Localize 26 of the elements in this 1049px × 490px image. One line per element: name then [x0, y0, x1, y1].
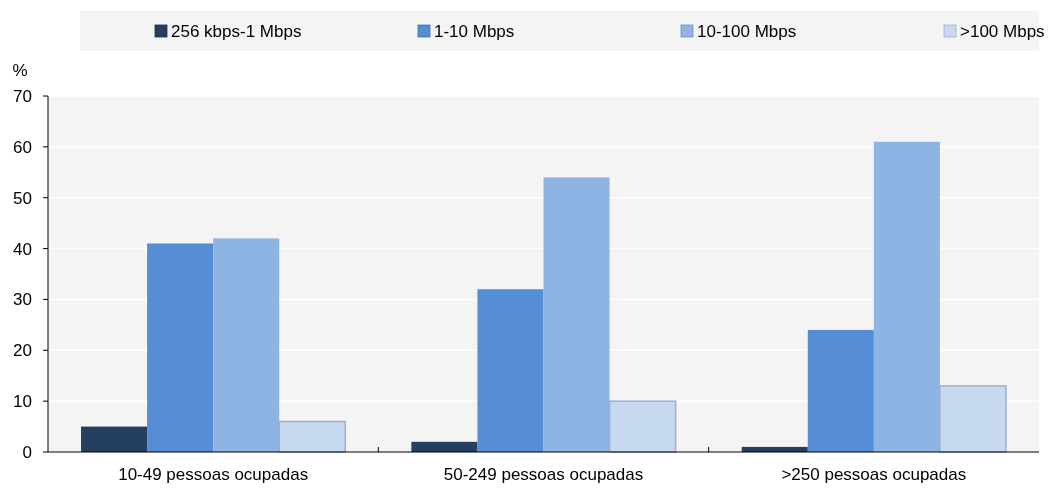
x-tick-label: 50-249 pessoas ocupadas: [443, 465, 644, 484]
y-tick-label: 10: [13, 392, 32, 412]
y-axis-title: %: [12, 61, 28, 80]
bar: [873, 141, 940, 452]
bar: [608, 400, 677, 453]
bar: [278, 420, 347, 453]
bar: [213, 238, 280, 452]
legend-label: >100 Mbps: [960, 22, 1045, 41]
bar: [939, 385, 1007, 453]
y-tick-label: 60: [13, 137, 32, 157]
y-tick-label: 40: [13, 239, 32, 259]
bar: [477, 289, 544, 452]
legend-label: 10-100 Mbps: [697, 22, 797, 41]
bar: [807, 329, 874, 452]
bar: [81, 426, 148, 452]
y-tick-label: 30: [13, 290, 32, 310]
x-tick-label: 10-49 pessoas ocupadas: [118, 465, 309, 484]
legend-label: 256 kbps-1 Mbps: [171, 22, 302, 41]
x-tick-label: >250 pessoas ocupadas: [781, 465, 967, 484]
y-tick-label: 0: [22, 442, 32, 462]
bar: [543, 177, 610, 452]
bar: [147, 243, 214, 452]
y-tick-label: 50: [13, 188, 32, 208]
y-tick-label: 20: [13, 341, 32, 361]
y-tick-label: 70: [13, 86, 32, 106]
legend-label: 1-10 Mbps: [434, 22, 515, 41]
